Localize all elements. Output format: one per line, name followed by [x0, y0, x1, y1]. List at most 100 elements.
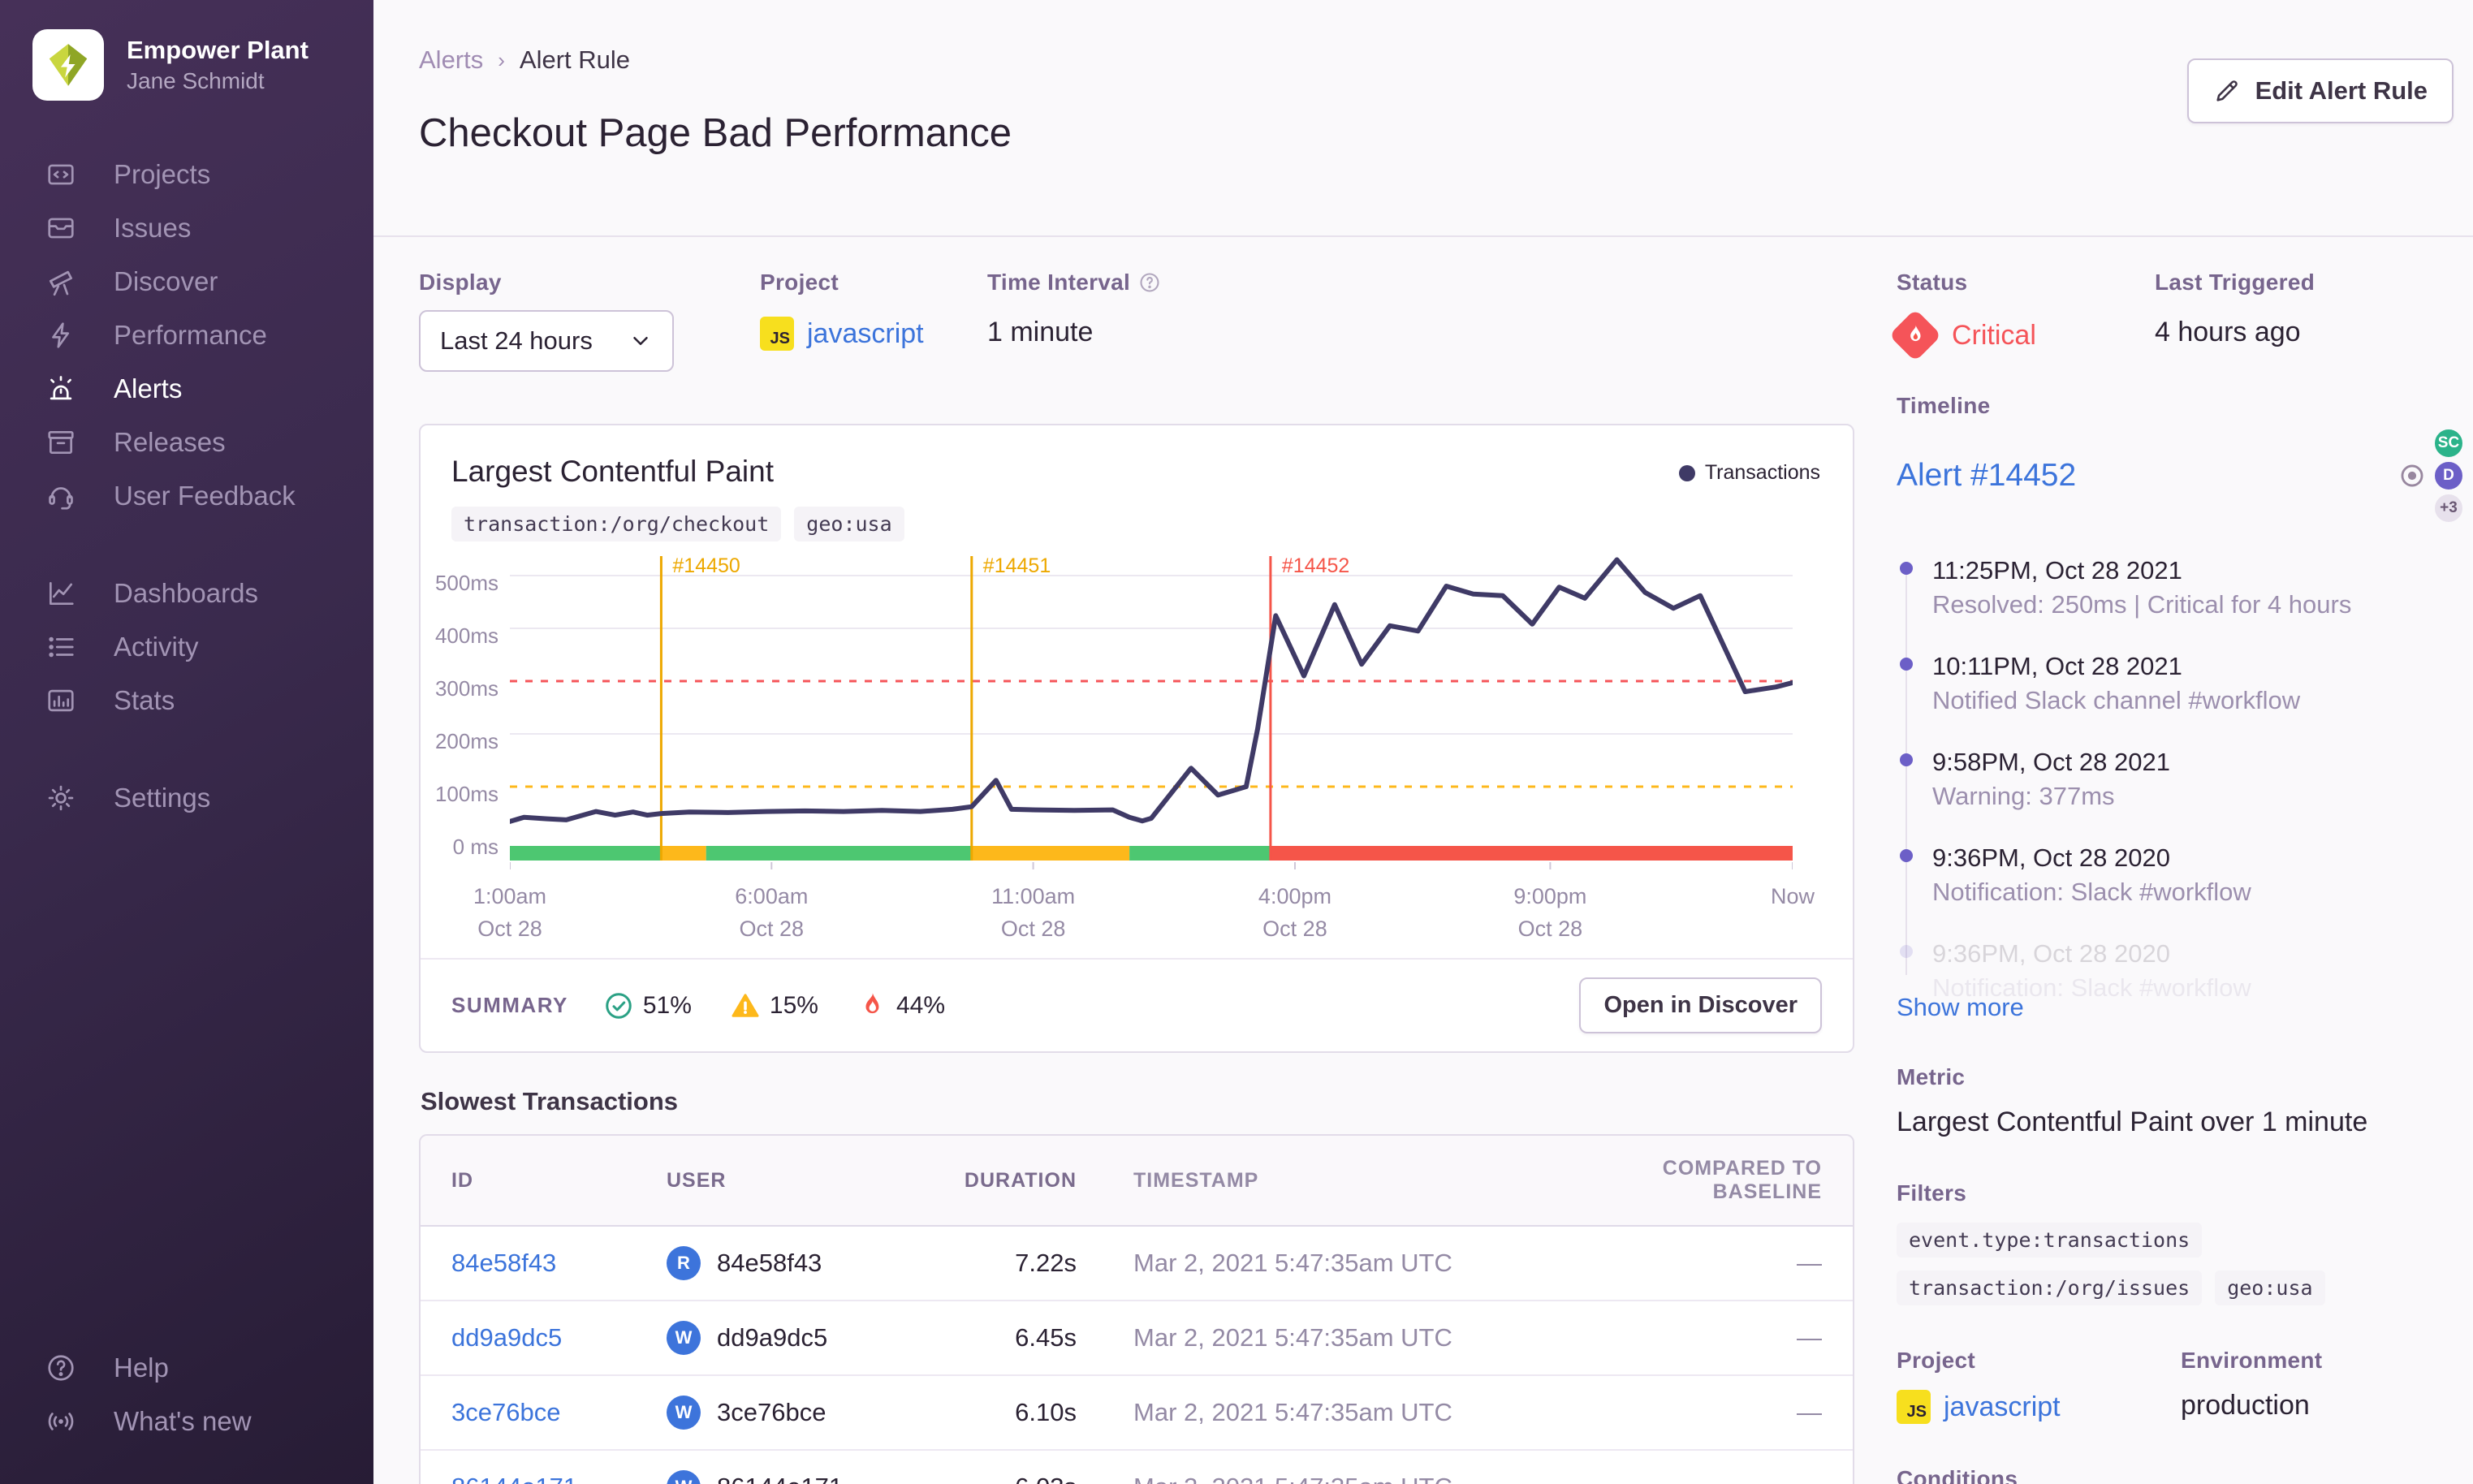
status-bar-ok [706, 846, 972, 861]
transaction-id-link[interactable]: 3ce76bce [451, 1398, 561, 1426]
duration-value: 7.22s [1015, 1249, 1077, 1277]
summary-warning: 15% [731, 991, 818, 1020]
y-axis-tick-label: 100ms [434, 782, 498, 806]
sidebar-item-dashboards[interactable]: Dashboards [0, 567, 373, 620]
timeline-event-desc: Resolved: 250ms | Critical for 4 hours [1932, 590, 2352, 619]
transaction-id-link[interactable]: 84e58f43 [451, 1249, 557, 1277]
column-header-id: ID [451, 1168, 473, 1192]
avatar[interactable]: SC [2432, 427, 2465, 459]
sidebar-item-label: Activity [114, 632, 199, 662]
filter-tag: geo:usa [2215, 1270, 2325, 1305]
stats-icon [45, 685, 76, 716]
sidebar-item-releases[interactable]: Releases [0, 416, 373, 469]
sidebar-item-issues[interactable]: Issues [0, 201, 373, 255]
open-in-discover-button[interactable]: Open in Discover [1579, 977, 1822, 1033]
sidebar-item-discover[interactable]: Discover [0, 255, 373, 308]
timeline-event-desc: Notification: Slack #workflow [1932, 973, 2251, 1002]
table-row[interactable]: 86144e171 W 86144e171 6.03sMar 2, 2021 5:47… [421, 1449, 1853, 1484]
filters-label: Filters [1897, 1180, 1967, 1206]
org-switcher[interactable]: Empower Plant Jane Schmidt [0, 29, 373, 101]
timeline-event-time: 10:11PM, Oct 28 2021 [1932, 652, 2182, 680]
project-link[interactable]: javascript [807, 317, 924, 349]
sidebar-item-user-feedback[interactable]: User Feedback [0, 469, 373, 523]
main-content: Alerts › Alert Rule Checkout Page Bad Pe… [373, 0, 2473, 1484]
summary-row: SUMMARY 51% 15% [421, 958, 1853, 1051]
y-axis-labels: 500ms 400ms 300ms 200ms 100ms 0 ms [435, 553, 510, 875]
sidebar-item-projects[interactable]: Projects [0, 148, 373, 201]
transaction-id-link[interactable]: 86144e171 [451, 1473, 577, 1484]
project-detail-link[interactable]: javascript [1944, 1391, 2061, 1422]
discover-icon [45, 266, 76, 297]
sidebar-item-help[interactable]: Help [0, 1341, 373, 1395]
timeline-line [1905, 562, 1907, 975]
user-name: Jane Schmidt [127, 67, 265, 93]
warning-triangle-icon [732, 993, 759, 1017]
metric-label: Metric [1897, 1064, 1966, 1089]
projects-icon [45, 159, 76, 190]
environment-section: Environment production [2181, 1348, 2322, 1424]
avatar[interactable]: +3 [2432, 492, 2465, 524]
baseline-value: — [1797, 1323, 1822, 1352]
transactions-table: ID USER DURATION TIMESTAMP COMPARED TO BASEL… [419, 1134, 1854, 1484]
nav-footer: Help What's new [0, 1341, 373, 1448]
summary-critical: 44% [857, 991, 945, 1020]
breadcrumb-alerts[interactable]: Alerts [419, 45, 484, 74]
timeline-event-time: 9:58PM, Oct 28 2021 [1932, 748, 2170, 776]
activity-icon [45, 632, 76, 662]
transactions-series-line [507, 557, 1795, 824]
sidebar-item-label: User Feedback [114, 481, 296, 511]
table-row[interactable]: 3ce76bce W 3ce76bce 6.10s Mar 2, 2021 5:47:3… [421, 1374, 1853, 1449]
nav-primary: Projects Issues Discover Performance Alerts R… [0, 148, 373, 523]
sidebar-item-label: Dashboards [114, 578, 258, 608]
timeline-dot [1900, 849, 1913, 862]
show-more-link[interactable]: Show more [1897, 993, 2024, 1021]
timeline-event-desc: Notification: Slack #workflow [1932, 878, 2251, 906]
status-value: Critical [1952, 319, 2036, 351]
filters-section: Filters event.type:transactions transacti… [1897, 1180, 2465, 1305]
sidebar-item-stats[interactable]: Stats [0, 674, 373, 727]
sidebar-item-label: Stats [114, 685, 175, 715]
org-name: Empower Plant [127, 36, 309, 65]
project-label: Project [760, 270, 839, 295]
legend-transactions[interactable]: Transactions [1678, 461, 1820, 485]
help-circle-icon[interactable] [1138, 271, 1161, 294]
user-id: 84e58f43 [717, 1249, 822, 1277]
sidebar-item-activity[interactable]: Activity [0, 620, 373, 674]
breadcrumb-alert-rule: Alert Rule [519, 45, 631, 74]
timestamp-value: Mar 2, 2021 5:47:35am UTC [1133, 1398, 1452, 1426]
line-chart[interactable]: #14450 #14451 #14452 [507, 553, 1795, 871]
status-bar-warning [971, 846, 1130, 861]
sidebar-item-label: Issues [114, 213, 192, 243]
time-interval-label: Time Interval [987, 270, 1131, 295]
display-select[interactable]: Last 24 hours [419, 310, 674, 372]
avatar[interactable]: D [2432, 459, 2465, 492]
transaction-id-link[interactable]: dd9a9dc5 [451, 1323, 563, 1352]
pencil-icon [2216, 80, 2238, 101]
timestamp-value: Mar 2, 2021 5:47:35am UTC [1077, 1473, 1578, 1484]
table-row[interactable]: 84e58f43 R 84e58f43 7.22s Mar 2, 2021 5:47:3… [421, 1227, 1853, 1300]
page-header: Alerts › Alert Rule Checkout Page Bad Pe… [373, 0, 2473, 237]
status-bar-ok [1129, 846, 1271, 861]
column-header-timestamp: TIMESTAMP [1133, 1168, 1259, 1192]
status-bar-warning [661, 846, 706, 861]
alert-number-link[interactable]: Alert #14452 [1897, 458, 2077, 493]
sidebar-item-settings[interactable]: Settings [0, 771, 373, 825]
seen-indicator-icon[interactable] [2398, 462, 2426, 490]
timeline-dot [1900, 945, 1913, 958]
filter-tag: event.type:transactions [1897, 1223, 2203, 1258]
x-axis-tick-label: 11:00am Oct 28 [991, 884, 1076, 941]
status-bar-critical [1270, 846, 1793, 861]
status-label: Status [1897, 270, 1968, 295]
conditions-label: Conditions [1897, 1466, 2018, 1484]
sidebar-item-performance[interactable]: Performance [0, 308, 373, 362]
timeline-event-time: 11:25PM, Oct 28 2021 [1932, 556, 2182, 585]
last-triggered-value: 4 hours ago [2155, 317, 2301, 347]
alert-participants: SC D +3 [2398, 427, 2465, 524]
page-title: Checkout Page Bad Performance [419, 111, 1012, 155]
sidebar-item-alerts[interactable]: Alerts [0, 362, 373, 416]
sidebar-item-what-s-new[interactable]: What's new [0, 1395, 373, 1448]
alerts-icon [45, 373, 76, 404]
issues-icon [45, 213, 76, 244]
edit-alert-rule-button[interactable]: Edit Alert Rule [2186, 58, 2454, 123]
